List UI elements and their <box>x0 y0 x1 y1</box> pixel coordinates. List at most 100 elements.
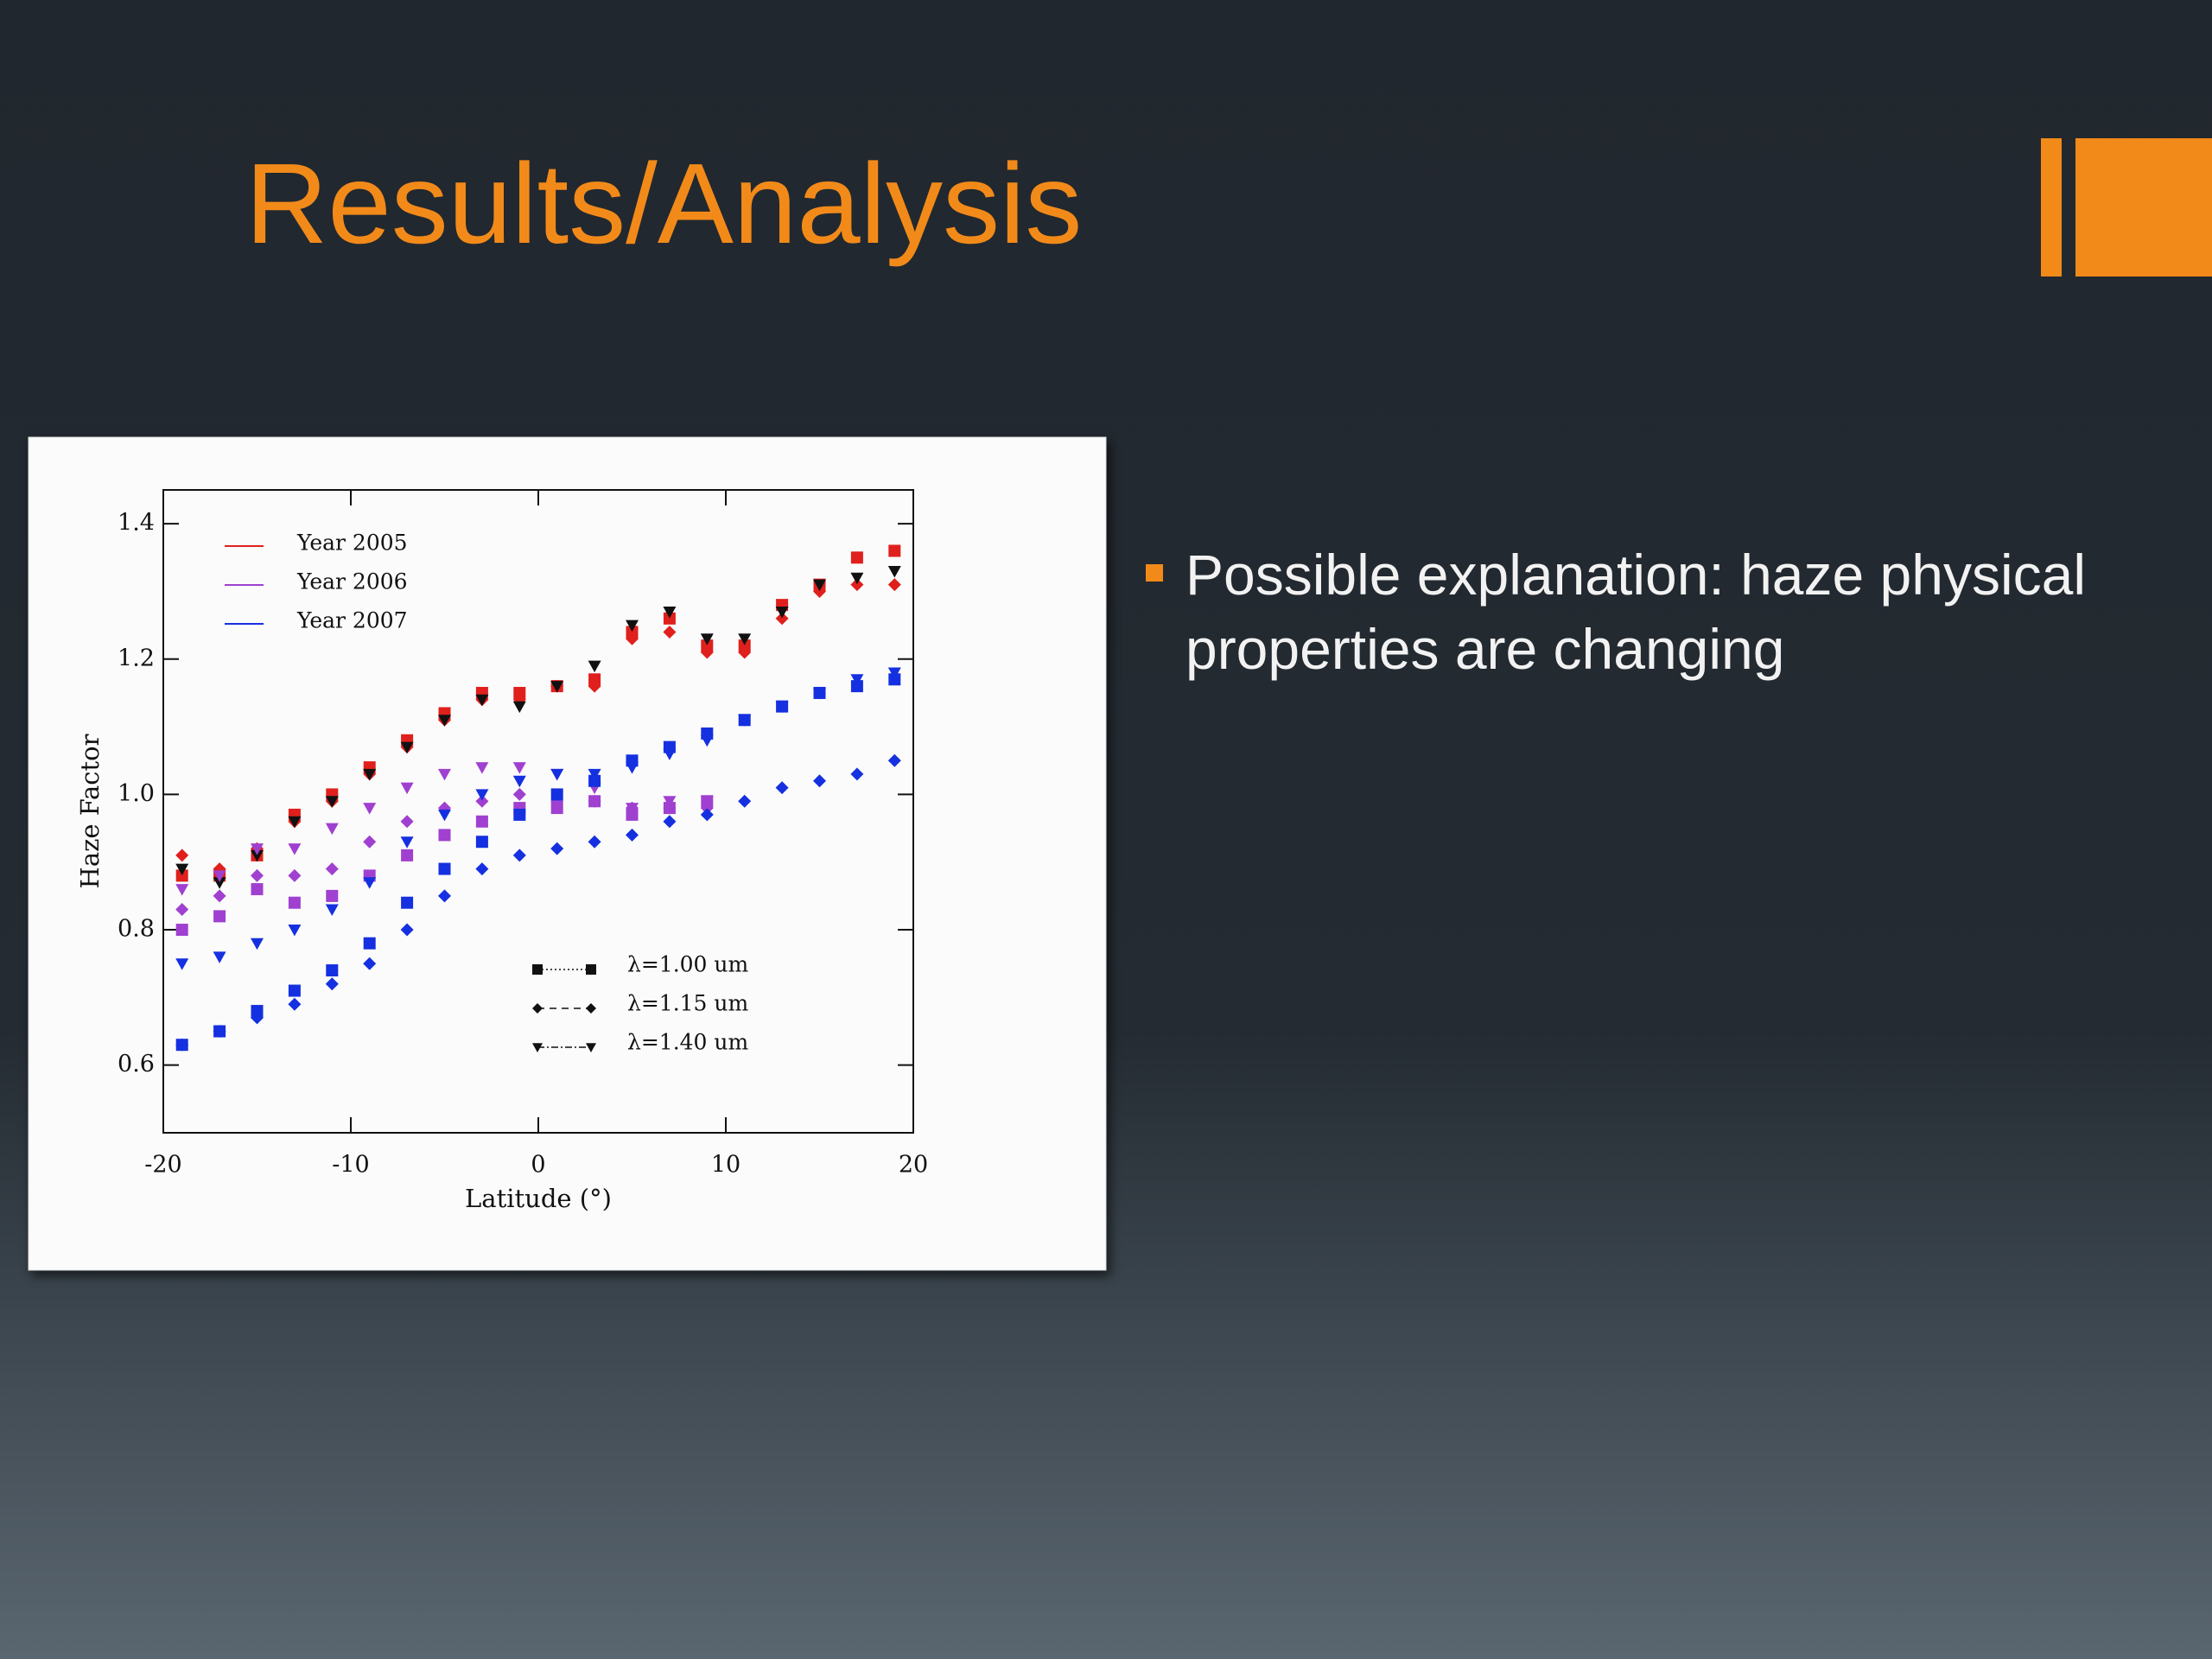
point <box>251 1005 264 1018</box>
point <box>626 632 639 645</box>
point <box>363 768 377 781</box>
legend-label: Year 2007 <box>296 608 408 633</box>
y-axis-label: Haze Factor <box>75 734 105 888</box>
legend-marker <box>532 1043 543 1052</box>
point <box>700 801 714 815</box>
point <box>325 862 339 876</box>
point <box>850 578 864 592</box>
point <box>213 951 226 963</box>
point <box>213 1025 226 1039</box>
point <box>813 774 826 788</box>
slide-title: Results/Analysis <box>245 140 1083 267</box>
point <box>700 796 714 808</box>
point <box>288 984 301 997</box>
point <box>700 645 714 659</box>
point <box>850 767 864 781</box>
point <box>588 794 601 808</box>
point <box>175 958 189 970</box>
point <box>775 781 789 795</box>
point <box>175 903 189 917</box>
point <box>512 762 526 774</box>
bullet-list: Possible explanation: haze physical prop… <box>1142 537 2110 686</box>
x-tick-label: -20 <box>144 1152 181 1179</box>
point <box>588 774 601 787</box>
point <box>550 788 563 801</box>
point <box>175 924 188 937</box>
point <box>738 715 752 727</box>
point <box>175 884 189 896</box>
bullet: Possible explanation: haze physical prop… <box>1142 537 2110 686</box>
point <box>325 977 339 991</box>
point <box>363 937 376 950</box>
point <box>288 925 302 937</box>
point <box>400 782 414 795</box>
point <box>363 877 377 889</box>
point <box>588 768 601 781</box>
point <box>175 1038 189 1052</box>
point <box>213 870 226 882</box>
point <box>363 835 377 849</box>
point <box>550 842 564 855</box>
point <box>475 794 489 808</box>
point <box>626 626 639 639</box>
point <box>888 673 901 686</box>
point <box>663 801 677 815</box>
point <box>626 762 639 774</box>
point <box>213 877 226 889</box>
point <box>475 862 489 876</box>
point <box>700 808 714 822</box>
point <box>588 835 601 849</box>
point <box>550 681 564 693</box>
legend-marker <box>586 1043 596 1052</box>
point <box>401 896 414 909</box>
point <box>512 775 526 788</box>
point <box>513 808 526 821</box>
y-tick-label: 1.2 <box>118 645 155 671</box>
point <box>775 606 789 619</box>
point <box>738 639 751 652</box>
point <box>475 836 488 849</box>
point <box>663 815 677 829</box>
point <box>550 802 563 815</box>
point <box>438 715 451 727</box>
point <box>475 762 489 774</box>
point <box>251 849 264 862</box>
point <box>513 686 526 699</box>
point <box>775 612 789 626</box>
point <box>475 789 489 801</box>
point <box>400 741 414 754</box>
point <box>813 579 826 592</box>
point <box>888 544 901 557</box>
point <box>288 896 301 909</box>
point <box>400 815 414 829</box>
point <box>326 964 339 977</box>
point <box>475 815 488 828</box>
point <box>588 679 601 693</box>
point <box>175 849 189 862</box>
point <box>288 843 302 855</box>
point <box>738 645 752 659</box>
point <box>813 584 826 598</box>
point <box>251 883 264 896</box>
point <box>325 904 339 917</box>
accent-bar <box>2041 138 2062 276</box>
point <box>700 633 714 645</box>
point <box>363 957 377 970</box>
point <box>663 796 677 808</box>
point <box>626 803 639 815</box>
point <box>850 674 864 686</box>
y-tick-label: 1.0 <box>118 780 155 807</box>
legend-marker <box>532 1003 543 1014</box>
point <box>701 639 714 652</box>
point <box>475 694 489 707</box>
point <box>850 680 863 693</box>
y-tick-label: 0.6 <box>118 1051 155 1077</box>
legend-label: λ=1.15 um <box>627 991 749 1016</box>
point <box>813 687 826 700</box>
point <box>251 843 264 855</box>
y-tick-label: 0.8 <box>118 916 155 943</box>
point <box>438 829 451 842</box>
point <box>738 633 752 645</box>
point <box>288 868 302 882</box>
